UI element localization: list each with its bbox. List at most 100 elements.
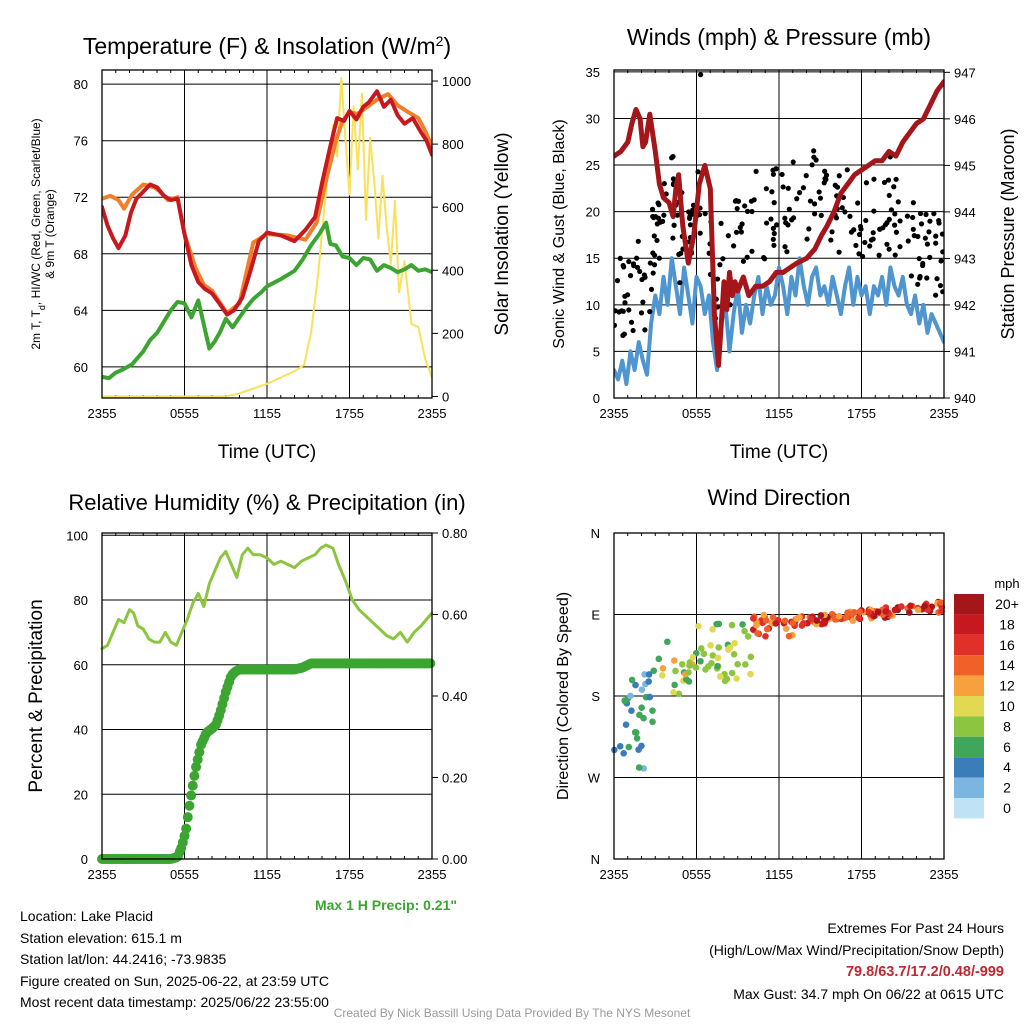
gust-point (856, 231, 863, 238)
gust-point (804, 236, 810, 242)
gust-point (853, 242, 859, 249)
gust-point (868, 237, 875, 243)
gust-point (749, 248, 755, 254)
plot-frame (613, 532, 945, 860)
direction-point (695, 622, 702, 630)
gust-point (617, 255, 623, 261)
humidity-line (100, 543, 434, 651)
legend-swatch (954, 614, 984, 635)
x-tick-label: 1155 (253, 867, 281, 882)
gust-point (926, 229, 932, 235)
gust-point (847, 213, 853, 219)
gust-point (807, 198, 814, 204)
dewpoint-line (102, 220, 432, 381)
direction-point (709, 626, 716, 633)
direction-point (855, 614, 862, 622)
legend-swatch (954, 716, 984, 737)
direction-point (749, 615, 757, 622)
gust-point (870, 230, 876, 236)
gust-point (796, 190, 803, 196)
x-tick-label: 0555 (170, 406, 199, 421)
title-main: Temperature (F) & Insolation (W/m (83, 33, 436, 59)
gust-point (744, 208, 751, 214)
gust-point (695, 169, 701, 175)
gust-point (614, 322, 618, 328)
gust-point (660, 218, 666, 224)
gust-point (733, 229, 740, 235)
gust-point (782, 244, 788, 250)
gust-point (800, 185, 807, 191)
gust-point (934, 276, 940, 282)
gust-point (897, 244, 903, 250)
direction-point (635, 746, 642, 753)
gust-point (848, 229, 855, 235)
gust-point (628, 319, 635, 325)
direction-point (672, 667, 679, 675)
direction-point (747, 653, 755, 661)
y-tick-label: 15 (586, 251, 600, 266)
gust-point (923, 211, 929, 218)
direction-point (638, 686, 646, 694)
gust-point (669, 155, 675, 161)
gust-point (867, 243, 873, 249)
gust-point (655, 200, 661, 206)
y-tick-label: E (591, 608, 600, 623)
legend-swatch (954, 696, 984, 717)
y-tick-label: 30 (586, 111, 600, 126)
y-tick-label: 60 (74, 360, 88, 375)
x-tick-label: 0555 (682, 406, 711, 421)
y2-tick-label: 0 (442, 389, 449, 404)
direction-point (631, 729, 639, 736)
y-tick-label: 20 (586, 205, 600, 220)
gust-point (651, 233, 657, 239)
direction-point (807, 615, 815, 623)
gust-point (920, 260, 926, 267)
legend-label: 8 (1003, 718, 1011, 734)
y-axis-label: Percent & Precipitation (26, 599, 47, 792)
legend-label: 0 (1003, 800, 1011, 816)
gust-point (884, 241, 890, 247)
gust-point (627, 273, 634, 279)
series-group (614, 72, 944, 386)
gust-point (905, 238, 911, 244)
gust-point (888, 207, 894, 213)
gust-point (915, 281, 921, 287)
x-tick-label: 2355 (418, 406, 447, 421)
gust-point (751, 197, 757, 203)
direction-point (707, 642, 714, 649)
extremes-title: Extremes For Past 24 Hours (827, 920, 1004, 936)
gust-point (771, 200, 777, 206)
direction-point (625, 743, 633, 751)
gust-point (702, 211, 708, 217)
direction-point (645, 678, 652, 685)
x-tick-label: 2355 (930, 867, 959, 882)
y-label-line2: & 9m T (Orange) (43, 189, 57, 279)
gust-point (892, 211, 898, 217)
gust-point (768, 216, 774, 222)
gust-point (785, 222, 791, 228)
gust-point (910, 226, 916, 232)
legend-swatch (954, 777, 984, 798)
direction-point (725, 646, 732, 653)
direction-point (817, 612, 825, 619)
direction-point (714, 654, 722, 662)
direction-point (716, 673, 724, 680)
gust-point (731, 243, 737, 249)
y-tick-label: 0 (593, 391, 600, 406)
gust-point (630, 327, 636, 334)
station-info: Location: Lake Placid Station elevation:… (20, 906, 329, 1014)
temperature-insolation-panel: 2355 0555 1155 1755 235560646872768002004006… (29, 33, 513, 463)
gust-point (671, 222, 677, 228)
y2-tick-label: 947 (954, 65, 976, 80)
direction-point (800, 619, 807, 627)
direction-point (671, 681, 678, 689)
direction-point (709, 652, 717, 659)
y2-tick-label: 942 (954, 298, 976, 313)
gust-point (927, 218, 933, 224)
gust-point (860, 253, 866, 260)
gust-point (933, 240, 939, 246)
y2-tick-label: 600 (442, 200, 464, 215)
direction-point (678, 661, 686, 668)
gust-point (794, 196, 800, 202)
